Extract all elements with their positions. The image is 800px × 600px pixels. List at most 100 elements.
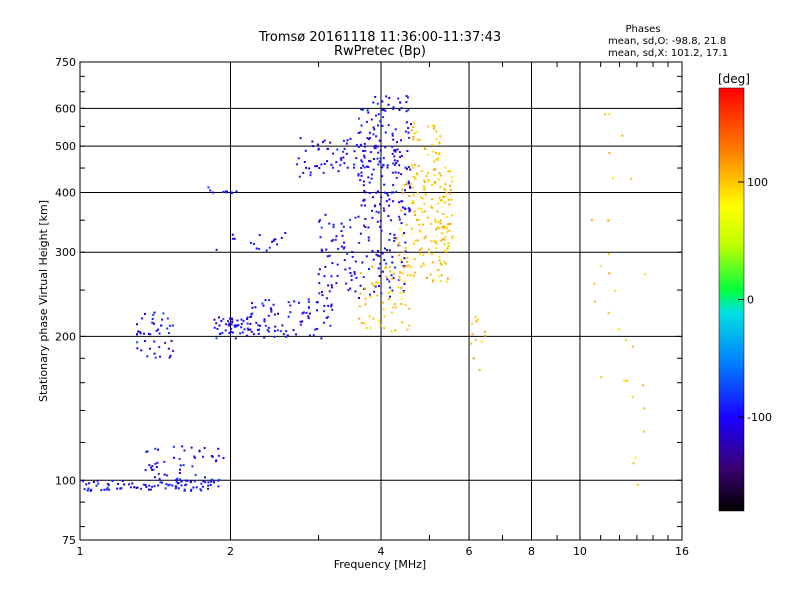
data-point <box>385 95 388 98</box>
data-point <box>375 135 378 138</box>
data-point <box>281 324 284 327</box>
data-point <box>374 96 377 98</box>
data-point <box>431 124 434 127</box>
data-point <box>179 468 181 471</box>
data-point <box>246 322 249 325</box>
data-point <box>420 265 423 268</box>
data-point <box>154 356 157 359</box>
data-point <box>376 282 379 284</box>
data-point <box>227 320 229 323</box>
y-tick-label: 300 <box>55 246 76 259</box>
data-point <box>305 166 308 169</box>
data-point <box>183 488 186 491</box>
data-point <box>365 165 368 168</box>
data-point <box>215 337 218 340</box>
data-point <box>431 150 434 153</box>
data-point <box>210 480 213 483</box>
data-point <box>407 127 410 129</box>
data-point <box>405 110 408 113</box>
data-point <box>391 289 394 292</box>
data-point <box>400 222 403 225</box>
y-tick-label: 600 <box>55 102 76 115</box>
data-point <box>409 168 412 171</box>
data-point <box>360 321 363 324</box>
data-point <box>376 157 379 160</box>
data-point <box>175 480 178 483</box>
data-point <box>217 454 220 457</box>
data-point <box>105 488 108 491</box>
data-point <box>353 271 356 273</box>
data-point <box>435 242 438 245</box>
data-point <box>318 292 321 295</box>
data-point <box>607 311 610 314</box>
data-point <box>404 241 407 244</box>
data-point <box>405 182 408 185</box>
data-point <box>207 481 210 484</box>
data-point <box>370 177 373 180</box>
data-point <box>218 324 221 327</box>
colorbar-label: [deg] <box>718 72 750 86</box>
data-point <box>353 150 356 153</box>
data-point <box>422 253 425 256</box>
data-point <box>403 184 406 187</box>
data-point <box>450 198 453 201</box>
data-point <box>360 167 363 169</box>
data-point <box>398 218 401 221</box>
data-point <box>228 317 231 320</box>
data-point <box>353 166 355 169</box>
data-point <box>234 325 237 328</box>
data-point <box>406 150 409 152</box>
data-point <box>330 240 333 243</box>
data-point <box>191 465 194 468</box>
data-point <box>412 136 415 138</box>
data-point <box>186 479 189 482</box>
data-point <box>382 163 385 166</box>
data-point <box>422 262 425 265</box>
data-point <box>363 154 365 157</box>
data-point <box>227 324 230 327</box>
data-point <box>282 333 285 336</box>
data-point <box>371 173 373 176</box>
data-point <box>247 328 250 331</box>
data-point <box>200 489 203 492</box>
data-point <box>409 208 411 211</box>
data-point <box>398 276 401 279</box>
data-point <box>329 324 332 327</box>
data-point <box>347 289 350 292</box>
data-point <box>594 300 596 303</box>
data-point <box>149 333 152 336</box>
data-point <box>404 250 407 253</box>
data-point <box>384 266 387 269</box>
data-point <box>316 309 318 312</box>
data-point <box>442 260 445 263</box>
data-point <box>439 199 442 202</box>
data-point <box>164 487 167 490</box>
data-point <box>403 207 406 210</box>
data-point <box>420 207 423 210</box>
data-point <box>364 297 367 300</box>
data-point <box>438 141 441 144</box>
data-point <box>331 308 334 311</box>
data-point <box>284 232 287 234</box>
data-point <box>439 186 442 189</box>
data-point <box>365 255 368 258</box>
data-point <box>359 292 362 295</box>
data-point <box>599 264 602 267</box>
data-point <box>424 235 427 238</box>
data-point <box>433 240 436 243</box>
phases-legend-title: Phases <box>625 24 660 35</box>
data-point <box>377 267 380 270</box>
data-point <box>419 252 421 255</box>
data-point <box>243 328 246 331</box>
data-point <box>258 234 261 237</box>
data-point <box>360 171 363 174</box>
data-point <box>408 324 411 327</box>
data-point <box>221 331 224 334</box>
data-point <box>210 478 213 481</box>
data-point <box>285 335 288 338</box>
data-point <box>161 481 163 484</box>
data-point <box>430 222 433 225</box>
data-point <box>103 488 106 491</box>
data-point <box>201 485 204 488</box>
